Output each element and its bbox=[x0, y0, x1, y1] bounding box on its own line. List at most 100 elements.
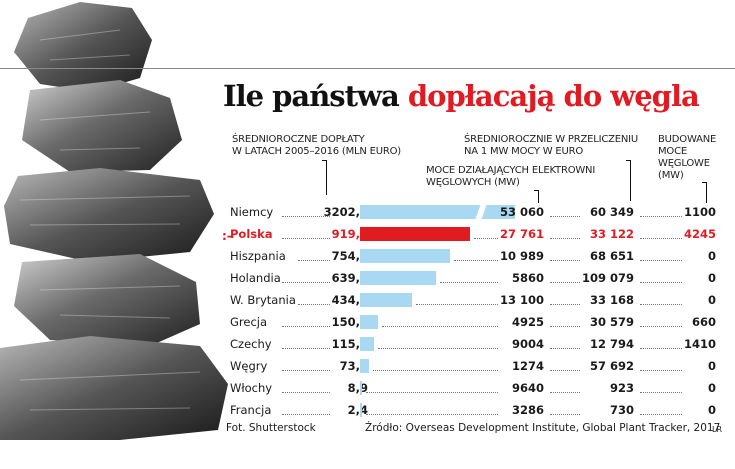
leader-dots bbox=[550, 414, 580, 415]
leader-dots bbox=[282, 392, 330, 393]
leader-dots bbox=[640, 260, 682, 261]
top-rule bbox=[0, 68, 735, 69]
country-label: Czechy bbox=[230, 337, 272, 351]
building-value: 4245 bbox=[683, 227, 716, 241]
header-per-mw-line1: Średniorocznie w przeliczeniu bbox=[464, 134, 639, 145]
header-building-line4: (MW) bbox=[658, 170, 684, 181]
building-value: 660 bbox=[691, 315, 716, 329]
per-mw-value: 33 122 bbox=[589, 227, 634, 241]
leader-dots bbox=[550, 216, 580, 217]
leader-dots bbox=[282, 282, 330, 283]
per-mw-value: 109 079 bbox=[581, 271, 634, 285]
per-mw-value: 923 bbox=[609, 381, 634, 395]
country-label: Włochy bbox=[230, 381, 273, 395]
per-mw-value: 57 692 bbox=[589, 359, 634, 373]
capacity-value: 10 989 bbox=[499, 249, 544, 263]
coal-lump bbox=[0, 336, 228, 440]
building-value: 1410 bbox=[683, 337, 716, 351]
highlight-marker: :- bbox=[222, 229, 232, 243]
subsidy-value: 754,4 bbox=[331, 249, 368, 263]
subsidy-value: 115,2 bbox=[331, 337, 368, 351]
leader-dots bbox=[454, 260, 498, 261]
country-label: Holandia bbox=[230, 271, 281, 285]
leader-dots bbox=[282, 370, 330, 371]
building-value: 0 bbox=[707, 403, 716, 417]
coal-stack-photo bbox=[0, 2, 228, 440]
leader-dots bbox=[550, 370, 580, 371]
per-mw-value: 30 579 bbox=[589, 315, 634, 329]
leader-dots bbox=[640, 326, 682, 327]
capacity-value: 53 060 bbox=[499, 205, 544, 219]
coal-lump bbox=[14, 254, 200, 346]
per-mw-value: 730 bbox=[609, 403, 634, 417]
leader-dots bbox=[377, 348, 498, 349]
capacity-value: 13 100 bbox=[499, 293, 544, 307]
building-value: 1100 bbox=[683, 205, 716, 219]
leader-dots bbox=[640, 304, 682, 305]
header-building-line3: węglowe bbox=[658, 158, 710, 169]
coal-lump bbox=[22, 80, 182, 172]
leader-dots bbox=[282, 326, 330, 327]
leader-dots bbox=[372, 370, 498, 371]
leader-dots bbox=[640, 414, 682, 415]
leader-dots bbox=[550, 326, 580, 327]
header-capacity: Moce działających elektrowni węglowych (… bbox=[426, 165, 595, 189]
header-capacity-pointer bbox=[534, 190, 539, 203]
subsidy-value: 3202,1 bbox=[323, 205, 368, 219]
chart-title: Ile państwa dopłacają do węgla bbox=[223, 79, 700, 113]
building-value: 0 bbox=[707, 293, 716, 307]
capacity-value: 9640 bbox=[511, 381, 544, 395]
per-mw-value: 33 168 bbox=[589, 293, 634, 307]
subsidy-bar bbox=[360, 337, 374, 351]
capacity-value: 4925 bbox=[511, 315, 544, 329]
leader-dots bbox=[282, 216, 330, 217]
leader-dots bbox=[550, 282, 580, 283]
table-row: Polska 919,5 27 761 33 122 4245 bbox=[220, 223, 730, 245]
leader-dots bbox=[474, 238, 498, 239]
subsidy-bar bbox=[360, 249, 451, 263]
leader-dots bbox=[640, 238, 682, 239]
country-label: Niemcy bbox=[230, 205, 274, 219]
table-row: Niemcy 3202,1 53 060 60 349 1100 bbox=[220, 201, 730, 223]
author-signature: LR bbox=[712, 425, 723, 434]
leader-dots bbox=[640, 282, 682, 283]
leader-dots bbox=[282, 348, 330, 349]
subsidy-value: 8,9 bbox=[347, 381, 368, 395]
subsidy-bar bbox=[360, 359, 369, 373]
title-part-2: dopłacają do węgla bbox=[407, 79, 700, 113]
leader-dots bbox=[282, 414, 330, 415]
subsidy-bar bbox=[360, 205, 515, 219]
source-note: Źródło: Overseas Development Institute, … bbox=[365, 422, 721, 434]
header-building-pointer bbox=[702, 182, 707, 203]
table-row: Węgry 73,5 1274 57 692 0 bbox=[220, 355, 730, 377]
leader-dots bbox=[640, 216, 682, 217]
subsidy-value: 150,6 bbox=[331, 315, 368, 329]
photo-credit: Fot. Shutterstock bbox=[226, 422, 316, 434]
subsidy-value: 434,5 bbox=[331, 293, 368, 307]
per-mw-value: 60 349 bbox=[589, 205, 634, 219]
coal-lump bbox=[14, 2, 152, 92]
country-label: Hiszpania bbox=[230, 249, 286, 263]
leader-dots bbox=[550, 260, 580, 261]
building-value: 0 bbox=[707, 271, 716, 285]
capacity-value: 5860 bbox=[511, 271, 544, 285]
leader-dots bbox=[298, 260, 330, 261]
header-per-mw-pointer bbox=[626, 160, 631, 201]
per-mw-value: 12 794 bbox=[589, 337, 634, 351]
header-capacity-line1: Moce działających elektrowni bbox=[426, 165, 596, 176]
subsidy-value: 919,5 bbox=[331, 227, 368, 241]
header-capacity-line2: węglowych (MW) bbox=[426, 177, 520, 188]
header-building-line1: Budowane bbox=[658, 134, 717, 145]
header-building: Budowane moce węglowe (MW) bbox=[658, 134, 716, 182]
header-per-mw-line2: na 1 MW mocy w euro bbox=[464, 146, 584, 157]
building-value: 0 bbox=[707, 381, 716, 395]
building-value: 0 bbox=[707, 359, 716, 373]
leader-dots bbox=[415, 304, 498, 305]
capacity-value: 9004 bbox=[511, 337, 544, 351]
header-per-mw: Średniorocznie w przeliczeniu na 1 MW mo… bbox=[464, 134, 638, 158]
country-label: W. Brytania bbox=[230, 293, 296, 307]
header-subsidy-line2: w latach 2005–2016 (mln euro) bbox=[232, 146, 402, 157]
title-part-1: Ile państwa bbox=[223, 79, 400, 113]
country-label: Polska bbox=[230, 227, 273, 241]
table-row: Grecja 150,6 4925 30 579 660 bbox=[220, 311, 730, 333]
